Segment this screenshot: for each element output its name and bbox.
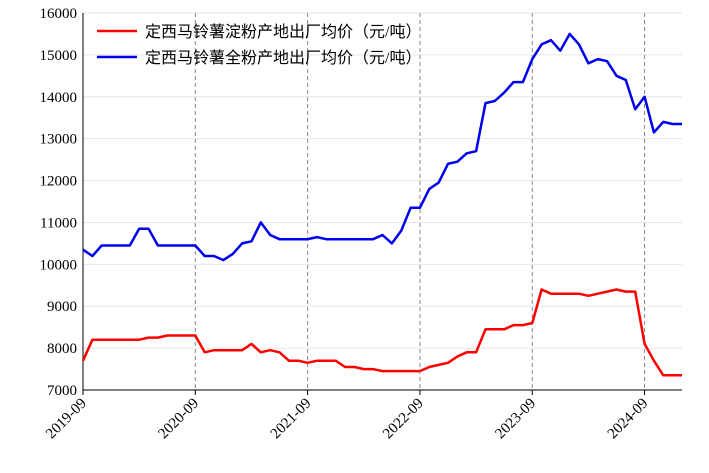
x-tick-label: 2021-09 [268,396,315,443]
x-tick-label: 2023-09 [492,396,539,443]
x-tick-label: 2020-09 [155,396,202,443]
y-tick-label: 10000 [40,257,78,273]
legend: 定西马铃薯淀粉产地出厂均价（元/吨） 定西马铃薯全粉产地出厂均价（元/吨） [97,23,421,67]
y-tick-label: 15000 [40,48,78,64]
y-tick-label: 11000 [40,215,77,231]
y-tick-label: 7000 [47,383,77,399]
y-tick-label: 13000 [40,132,78,148]
series-line [82,32,682,262]
y-tick-label: 9000 [47,299,77,315]
x-tick-label: 2024-09 [605,396,652,443]
series-line [81,288,682,377]
y-tick-label: 12000 [40,174,78,190]
x-tick-label: 2019-09 [43,396,90,443]
y-tick-label: 16000 [40,6,78,22]
y-tick-label: 8000 [47,341,77,357]
x-tick-label: 2022-09 [380,396,427,443]
legend-label: 定西马铃薯淀粉产地出厂均价（元/吨） [145,23,421,41]
y-tick-label: 14000 [40,90,78,106]
legend-label: 定西马铃薯全粉产地出厂均价（元/吨） [145,49,421,67]
